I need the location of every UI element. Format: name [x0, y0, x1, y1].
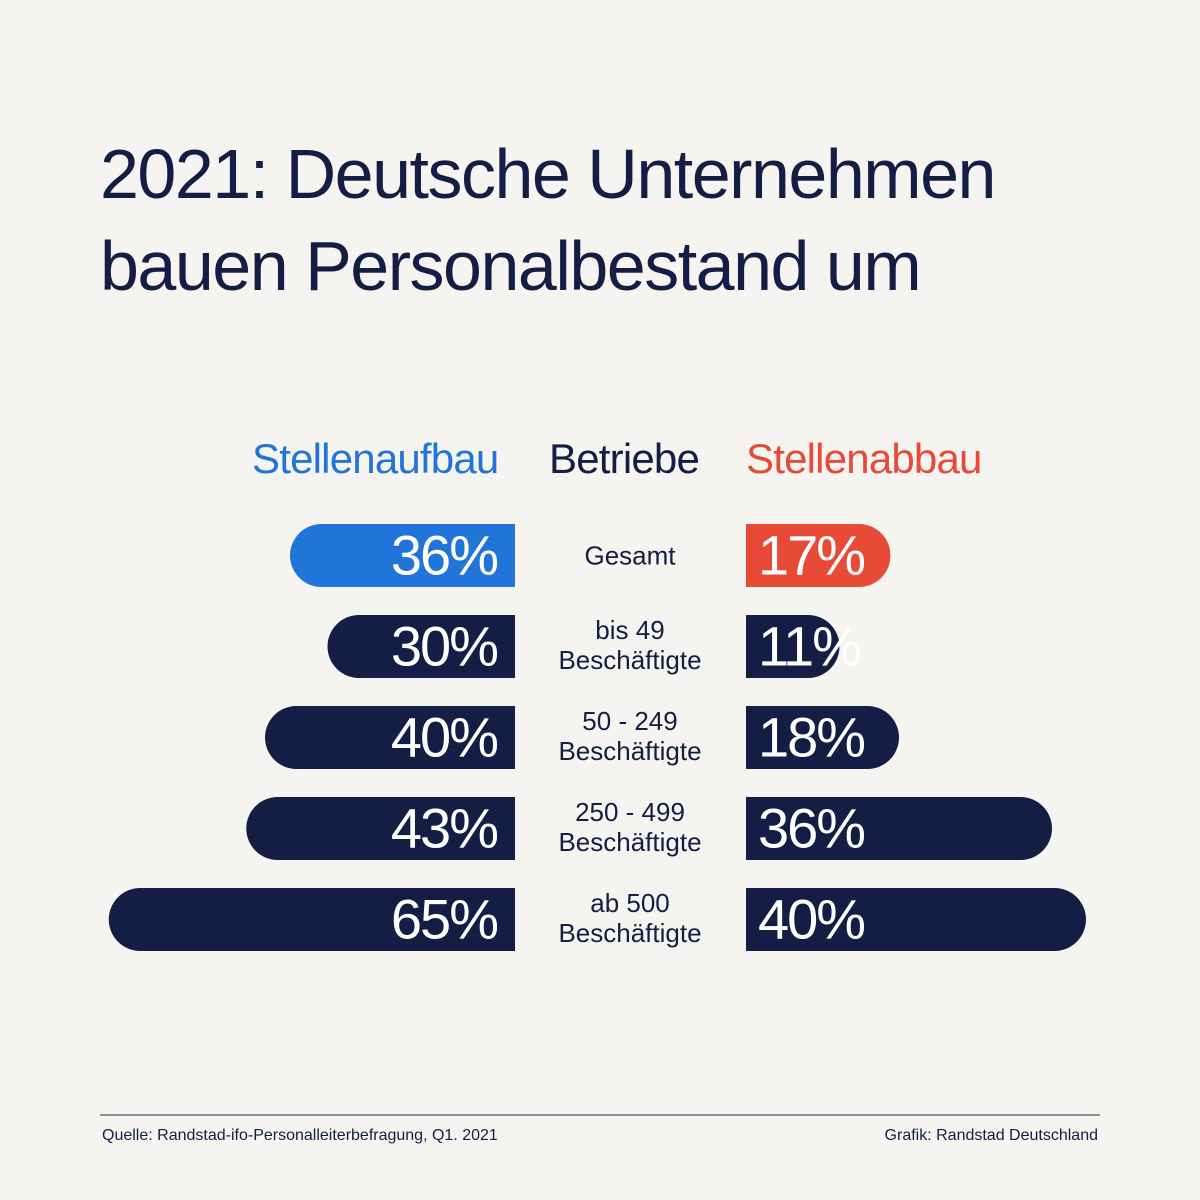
chart-title: 2021: Deutsche Unternehmen bauen Persona… — [100, 128, 1140, 312]
category-label-2: 50 - 249 Beschäftigte — [558, 706, 701, 766]
label-stellenaufbau-0: 36% — [391, 524, 497, 587]
bar-stellenabbau-3 — [746, 797, 1053, 860]
category-label-4: ab 500 Beschäftigte — [558, 888, 701, 948]
bar-stellenaufbau-3 — [246, 797, 516, 860]
category-label-1: bis 49 Beschäftigte — [558, 615, 701, 675]
category-label-1-line-1: Beschäftigte — [558, 645, 701, 675]
bar-stellenabbau-1 — [746, 615, 840, 678]
bar-stellenabbau-0 — [746, 524, 891, 587]
label-stellenabbau-1: 11% — [758, 615, 860, 678]
category-label-3-line-0: 250 - 499 — [575, 797, 685, 827]
category-label-2-line-0: 50 - 249 — [582, 706, 677, 736]
label-stellenaufbau-3: 43% — [391, 797, 497, 860]
column-header-stellenabbau: Stellenabbau — [746, 435, 982, 482]
label-stellenaufbau-2: 40% — [391, 706, 497, 769]
bar-stellenaufbau-1 — [327, 615, 515, 678]
label-stellenabbau-0: 17% — [758, 524, 864, 587]
graphic-credit: Grafik: Randstad Deutschland — [884, 1127, 1098, 1144]
source-note: Quelle: Randstad-ifo-Personalleiterbefra… — [102, 1127, 498, 1144]
column-header-betriebe: Betriebe — [549, 435, 700, 482]
category-label-2-line-1: Beschäftigte — [558, 736, 701, 766]
bar-stellenaufbau-4 — [108, 888, 516, 951]
category-label-1-line-0: bis 49 — [595, 615, 664, 645]
bar-stellenaufbau-2 — [265, 706, 515, 769]
bar-stellenaufbau-0 — [290, 524, 515, 587]
bar-stellenabbau-4 — [746, 888, 1087, 951]
title-line-2: bauen Personalbestand um — [100, 227, 922, 305]
category-label-4-line-1: Beschäftigte — [558, 918, 701, 948]
bar-stellenabbau-2 — [746, 706, 900, 769]
category-label-4-line-0: ab 500 — [590, 888, 670, 918]
title-line-1: 2021: Deutsche Unternehmen — [100, 135, 996, 213]
label-stellenaufbau-1: 30% — [391, 615, 497, 678]
column-header-stellenaufbau: Stellenaufbau — [252, 435, 499, 482]
category-label-3: 250 - 499 Beschäftigte — [558, 797, 701, 857]
label-stellenaufbau-4: 65% — [391, 888, 497, 951]
label-stellenabbau-3: 36% — [758, 797, 864, 860]
footer-divider — [100, 1114, 1100, 1116]
label-stellenabbau-4: 40% — [758, 888, 864, 951]
category-label-0: Gesamt — [584, 541, 676, 571]
label-stellenabbau-2: 18% — [758, 706, 864, 769]
category-label-3-line-1: Beschäftigte — [558, 827, 701, 857]
